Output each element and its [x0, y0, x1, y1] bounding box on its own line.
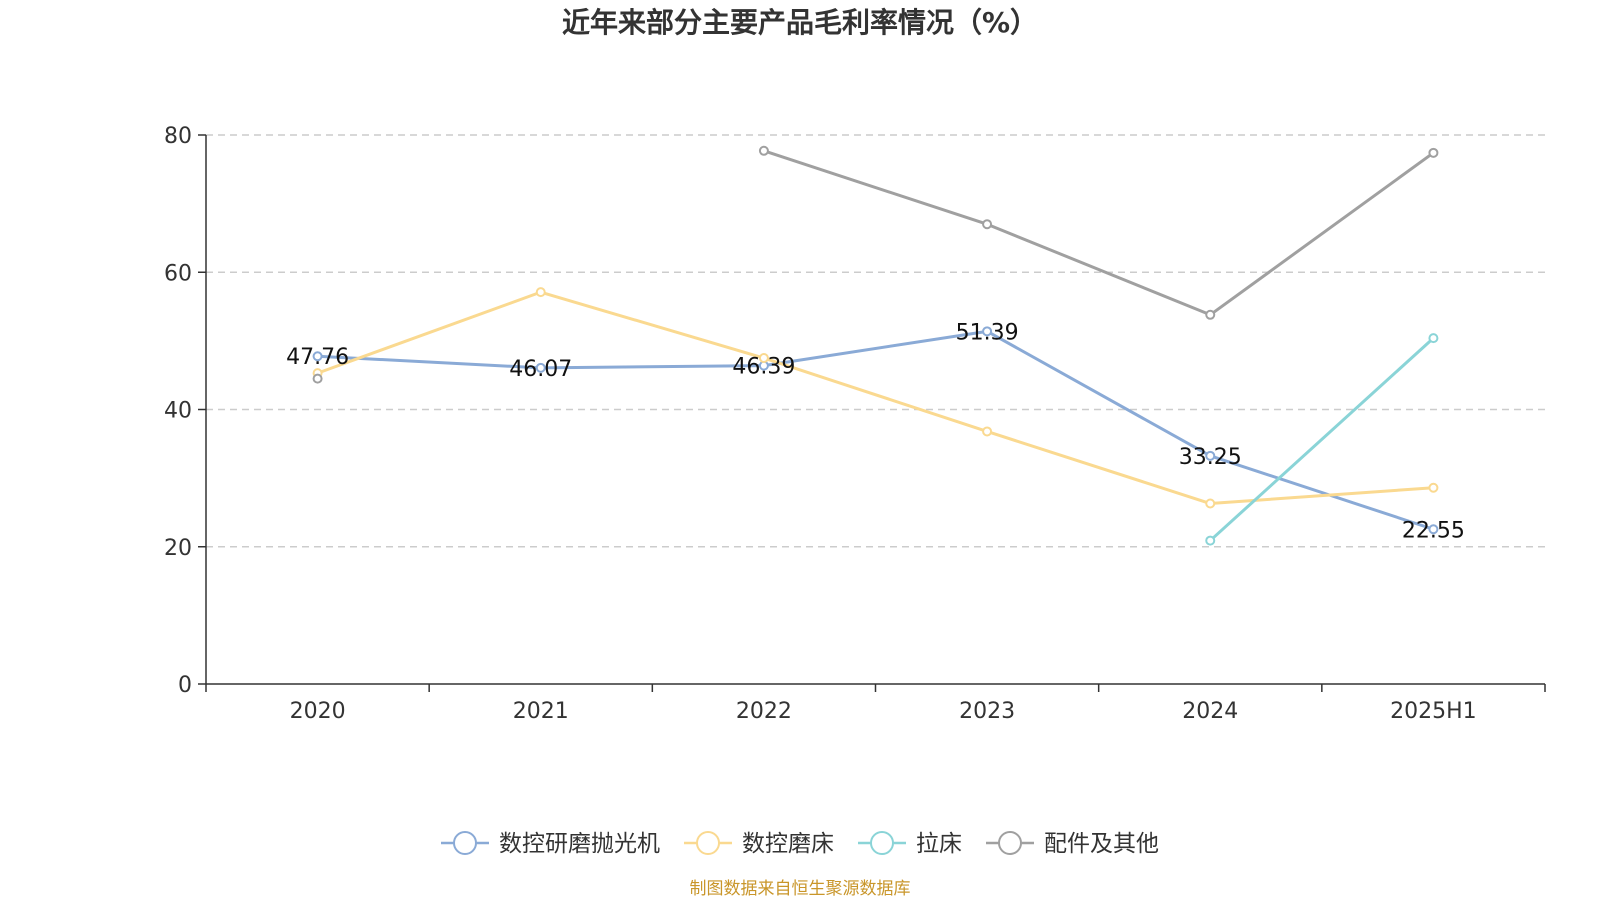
series-3 [312, 145, 1439, 384]
legend-label: 拉床 [916, 831, 962, 857]
data-point[interactable] [1428, 147, 1439, 158]
series-line [317, 329, 1434, 531]
x-tick-label: 2023 [959, 699, 1015, 724]
data-label: 47.76 [286, 345, 349, 370]
x-tick-label: 2022 [736, 699, 792, 724]
legend-item-2[interactable]: 拉床 [858, 831, 962, 857]
data-point[interactable] [1428, 482, 1439, 493]
data-labels: 47.76 46.07 46.39 51.39 33.25 22.55 [286, 320, 1465, 543]
x-tick-label: 2024 [1182, 699, 1238, 724]
data-point[interactable] [758, 353, 769, 364]
legend-marker-icon [696, 831, 720, 855]
data-point[interactable] [1205, 498, 1216, 509]
legend[interactable]: 数控研磨抛光机 数控磨床 拉床 配件及其他 [441, 831, 1159, 857]
x-tick-label: 2020 [290, 699, 346, 724]
data-point[interactable] [1205, 309, 1216, 320]
series-lines [312, 145, 1439, 546]
series-0 [312, 326, 1439, 535]
data-point[interactable] [1428, 524, 1439, 535]
data-point[interactable] [982, 326, 993, 337]
data-point[interactable] [758, 145, 769, 156]
y-tick-label: 80 [164, 124, 192, 149]
x-tick-label: 2021 [513, 699, 569, 724]
series-line [1209, 337, 1435, 542]
source-note: 制图数据来自恒生聚源数据库 [690, 879, 911, 899]
x-tick-label: 2025H1 [1390, 699, 1477, 724]
data-point[interactable] [1205, 535, 1216, 546]
data-point[interactable] [1205, 450, 1216, 461]
data-point[interactable] [535, 362, 546, 373]
data-label: 51.39 [956, 320, 1019, 345]
axes: 0 20 40 60 80 2020 2021 2022 2023 2024 2025H1 [164, 124, 1546, 724]
data-point[interactable] [982, 426, 993, 437]
legend-label: 数控研磨抛光机 [499, 831, 660, 857]
legend-item-1[interactable]: 数控磨床 [684, 831, 834, 857]
legend-marker-icon [870, 831, 894, 855]
data-label: 33.25 [1179, 445, 1242, 470]
y-tick-label: 20 [164, 536, 192, 561]
legend-marker-icon [998, 831, 1022, 855]
legend-item-0[interactable]: 数控研磨抛光机 [441, 831, 660, 857]
data-label: 46.39 [732, 355, 795, 380]
data-point[interactable] [312, 351, 323, 362]
series-line [763, 149, 1435, 317]
y-tick-label: 0 [178, 673, 192, 698]
data-point[interactable] [1428, 333, 1439, 344]
legend-item-3[interactable]: 配件及其他 [986, 831, 1159, 857]
y-tick-label: 60 [164, 261, 192, 286]
legend-label: 配件及其他 [1044, 831, 1159, 857]
data-label: 22.55 [1402, 518, 1465, 543]
legend-marker-icon [453, 831, 477, 855]
series-2 [1205, 333, 1439, 546]
series-line [317, 290, 1434, 506]
chart-title: 近年来部分主要产品毛利率情况（%） [562, 6, 1038, 39]
data-point[interactable] [535, 287, 546, 298]
data-label: 46.07 [509, 357, 572, 382]
y-tick-label: 40 [164, 399, 192, 424]
data-point[interactable] [982, 219, 993, 230]
legend-label: 数控磨床 [742, 831, 834, 857]
data-point[interactable] [312, 373, 323, 384]
series-1 [312, 287, 1439, 509]
